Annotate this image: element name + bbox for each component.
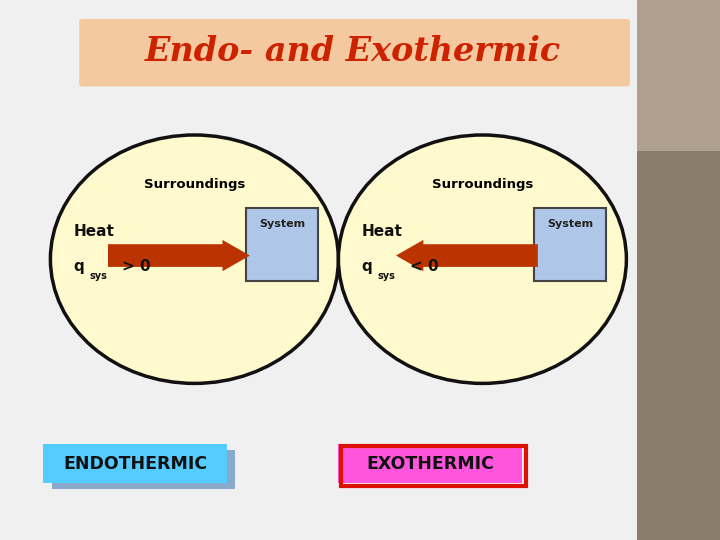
Text: System: System xyxy=(259,219,305,229)
Text: ENDOTHERMIC: ENDOTHERMIC xyxy=(63,455,207,473)
Text: < 0: < 0 xyxy=(410,259,439,274)
Bar xyxy=(637,0,720,151)
Text: q: q xyxy=(361,259,372,274)
Text: Heat: Heat xyxy=(73,224,114,239)
FancyBboxPatch shape xyxy=(338,444,522,483)
Text: sys: sys xyxy=(89,271,107,281)
Text: > 0: > 0 xyxy=(122,259,151,274)
Ellipse shape xyxy=(338,135,626,383)
FancyBboxPatch shape xyxy=(52,450,235,489)
Text: q: q xyxy=(73,259,84,274)
FancyArrow shape xyxy=(108,240,250,271)
Text: sys: sys xyxy=(377,271,395,281)
Text: Surroundings: Surroundings xyxy=(144,178,245,191)
Text: EXOTHERMIC: EXOTHERMIC xyxy=(366,455,494,473)
Text: Heat: Heat xyxy=(361,224,402,239)
FancyBboxPatch shape xyxy=(79,19,630,86)
FancyBboxPatch shape xyxy=(246,208,318,281)
Ellipse shape xyxy=(50,135,338,383)
FancyBboxPatch shape xyxy=(43,444,227,483)
Bar xyxy=(637,151,720,540)
Text: System: System xyxy=(547,219,593,229)
FancyArrow shape xyxy=(396,240,538,271)
Text: Surroundings: Surroundings xyxy=(432,178,533,191)
Text: Endo- and Exothermic: Endo- and Exothermic xyxy=(145,35,561,68)
FancyBboxPatch shape xyxy=(534,208,606,281)
